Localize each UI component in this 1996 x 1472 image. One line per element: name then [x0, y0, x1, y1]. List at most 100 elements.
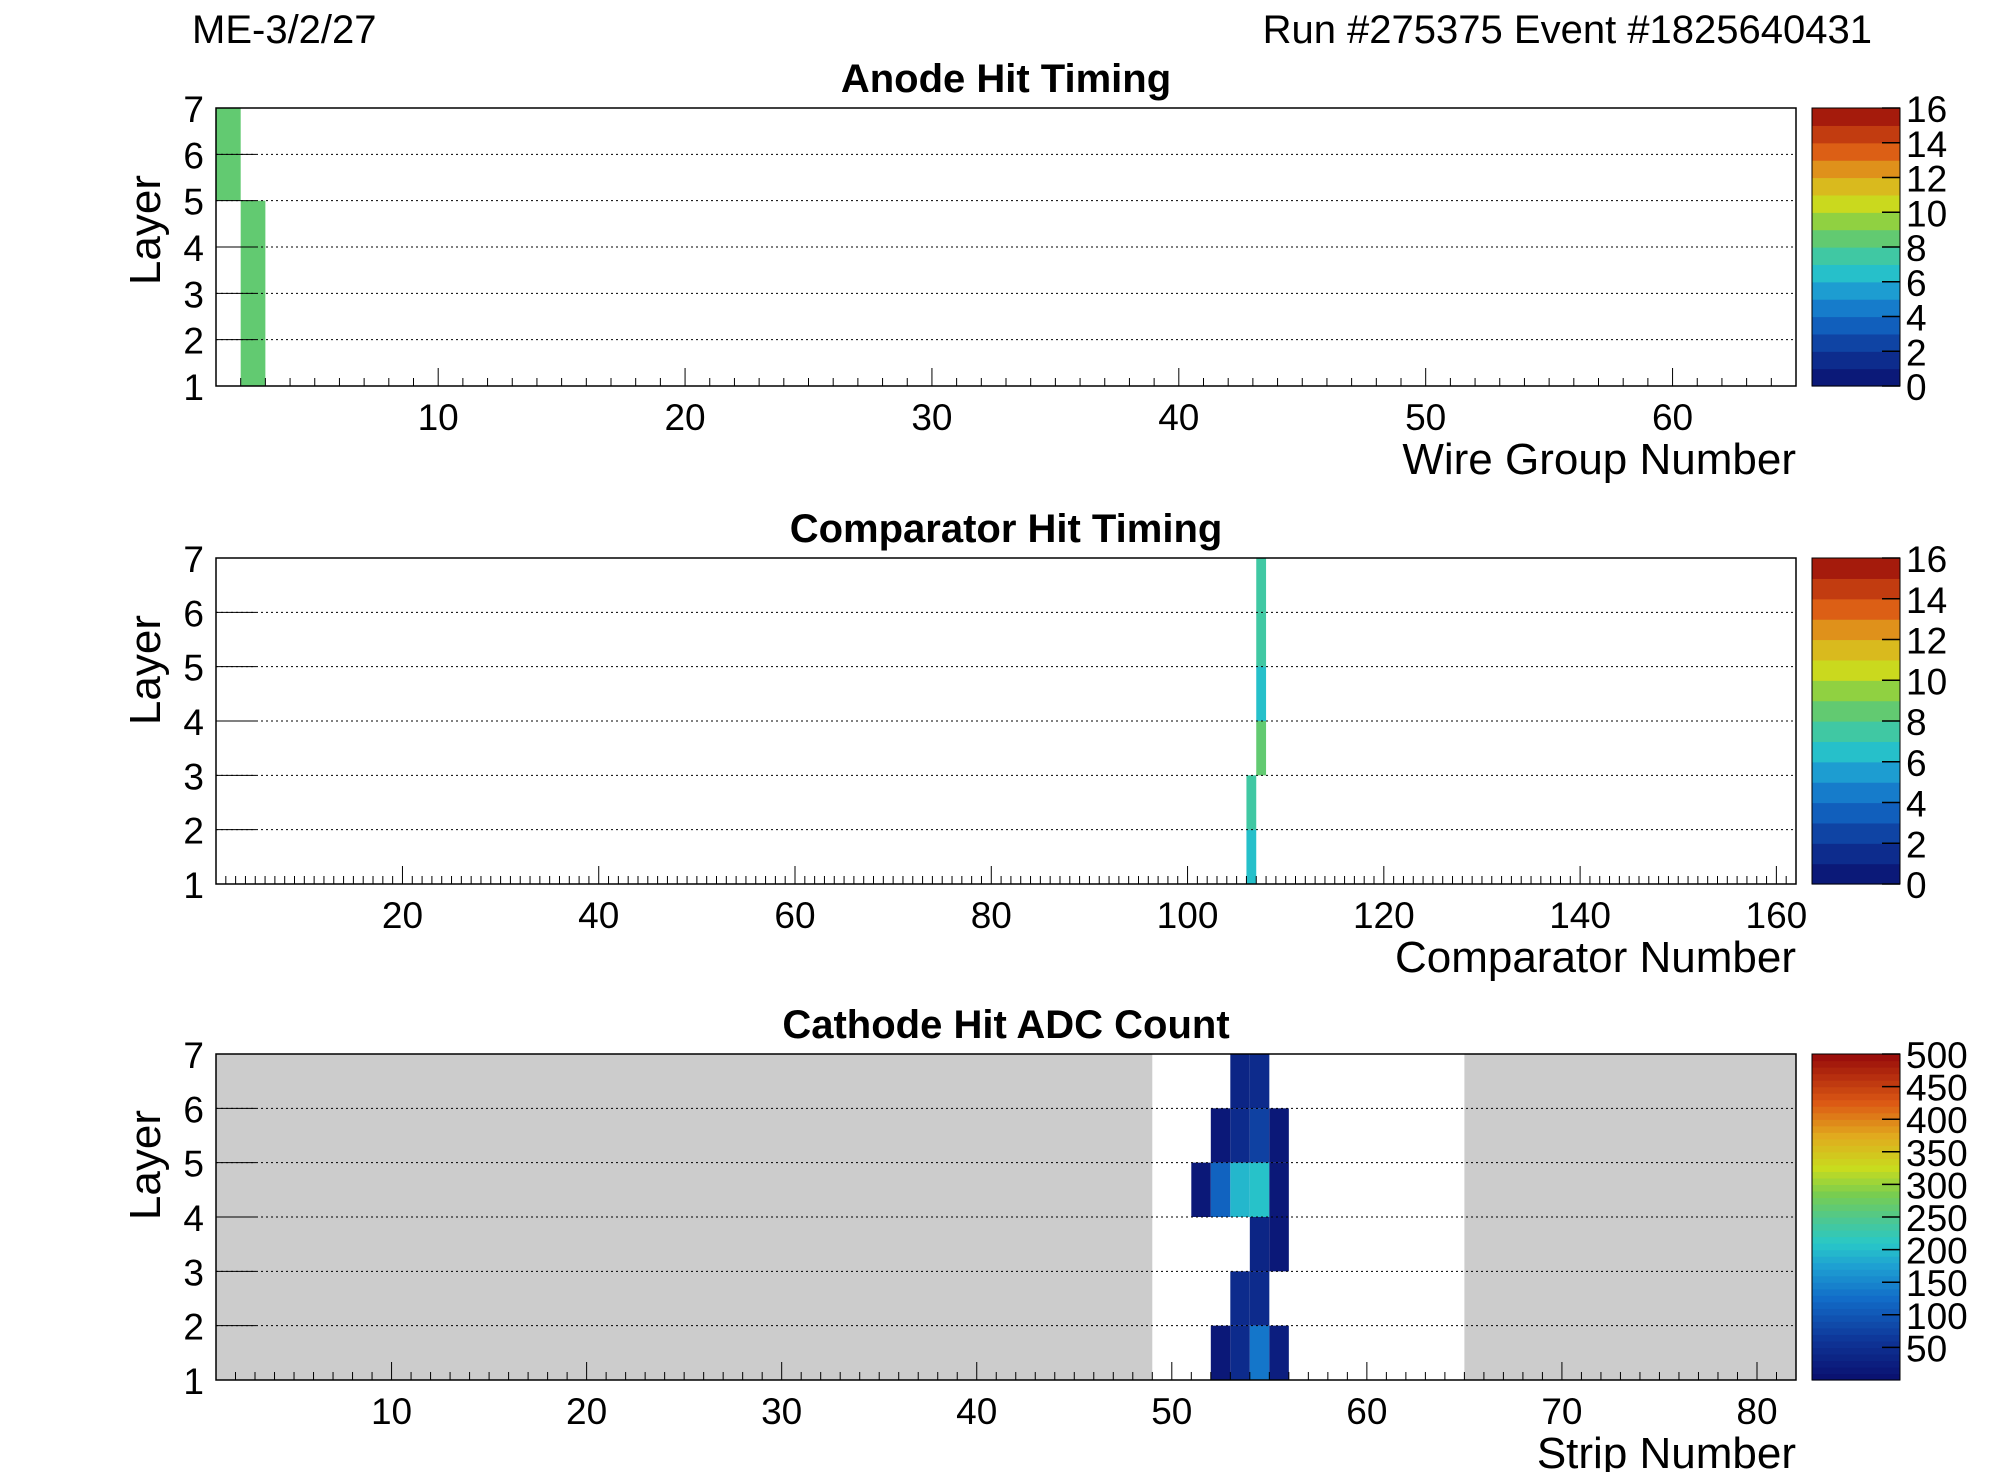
y-tick-label: 2: [183, 321, 204, 362]
x-tick-label: 80: [1736, 1391, 1777, 1432]
y-tick-label: 7: [183, 539, 204, 580]
palette-label: 8: [1906, 228, 1927, 269]
x-tick-label: 60: [774, 895, 815, 936]
palette-label: 350: [1906, 1133, 1968, 1174]
palette-band: [1812, 1334, 1900, 1342]
palette-band: [1812, 680, 1900, 702]
palette-band: [1812, 1099, 1900, 1107]
heatmap-cell: [1249, 1271, 1270, 1326]
palette-label: 500: [1906, 1035, 1968, 1076]
palette-band: [1812, 1151, 1900, 1159]
y-axis-label: Layer: [121, 1110, 170, 1220]
palette-band: [1812, 802, 1900, 824]
palette-band: [1812, 1158, 1900, 1166]
palette-band: [1812, 1138, 1900, 1146]
palette-band: [1812, 212, 1900, 231]
palette-band: [1812, 333, 1900, 352]
palette-band: [1812, 741, 1900, 763]
palette-label: 250: [1906, 1198, 1968, 1239]
y-tick-label: 5: [183, 182, 204, 223]
palette-band: [1812, 659, 1900, 681]
palette-label: 150: [1906, 1263, 1968, 1304]
y-tick-label: 6: [183, 1089, 204, 1130]
y-tick-label: 1: [183, 865, 204, 906]
x-tick-label: 140: [1549, 895, 1611, 936]
palette-band: [1812, 1119, 1900, 1127]
palette-band: [1812, 1230, 1900, 1238]
palette-band: [1812, 558, 1900, 579]
palette-band: [1812, 700, 1900, 722]
palette-band: [1812, 1080, 1900, 1088]
palette-band: [1812, 1249, 1900, 1257]
palette-band: [1812, 247, 1900, 265]
palette-band: [1812, 1360, 1900, 1368]
palette-band: [1812, 1353, 1900, 1362]
palette-band: [1812, 1295, 1900, 1303]
palette-band: [1812, 264, 1900, 283]
x-tick-label: 60: [1652, 397, 1693, 438]
heatmap-cell: [1269, 1108, 1289, 1163]
palette-band: [1812, 1093, 1900, 1101]
palette-band: [1812, 1106, 1900, 1114]
x-tick-label: 10: [418, 397, 459, 438]
palette-label: 12: [1906, 621, 1947, 662]
palette-band: [1812, 1373, 1900, 1381]
x-tick-label: 70: [1541, 1391, 1582, 1432]
x-tick-label: 100: [1157, 895, 1219, 936]
palette-band: [1812, 1217, 1900, 1225]
palette-band: [1812, 578, 1900, 600]
palette-band: [1812, 177, 1900, 196]
palette-band: [1812, 1256, 1900, 1264]
y-tick-label: 5: [183, 1144, 204, 1185]
palette-band: [1812, 194, 1900, 213]
palette-label: 2: [1906, 332, 1927, 373]
heatmap-cell: [1246, 775, 1257, 830]
palette-band: [1812, 761, 1900, 783]
palette-label: 6: [1906, 263, 1927, 304]
x-tick-label: 120: [1353, 895, 1415, 936]
y-axis-label: Layer: [121, 175, 170, 285]
palette-label: 300: [1906, 1165, 1968, 1206]
x-tick-label: 20: [382, 895, 423, 936]
palette-band: [1812, 1171, 1900, 1179]
x-tick-label: 60: [1346, 1391, 1387, 1432]
palette-band: [1812, 1314, 1900, 1322]
chamber-id: ME-3/2/27: [192, 8, 377, 52]
palette-band: [1812, 598, 1900, 620]
palette-band: [1812, 316, 1900, 335]
palette-label: 16: [1906, 89, 1947, 130]
palette-label: 16: [1906, 539, 1947, 580]
palette-band: [1812, 299, 1900, 318]
panel-2-title: Comparator Hit Timing: [790, 507, 1223, 551]
heatmap-cell: [1249, 1054, 1270, 1109]
palette-label: 4: [1906, 784, 1927, 825]
palette-label: 6: [1906, 743, 1927, 784]
y-tick-label: 6: [183, 593, 204, 634]
heatmap-cell: [1249, 1108, 1270, 1163]
palette-band: [1812, 1223, 1900, 1231]
x-axis-label: Wire Group Number: [1402, 435, 1796, 484]
palette-band: [1812, 1060, 1900, 1068]
palette-band: [1812, 1145, 1900, 1153]
palette-label: 14: [1906, 124, 1947, 165]
palette-band: [1812, 1269, 1900, 1277]
x-tick-label: 40: [578, 895, 619, 936]
palette-band: [1812, 721, 1900, 742]
heatmap-cell: [1249, 1217, 1270, 1272]
panel-3-title: Cathode Hit ADC Count: [782, 1003, 1229, 1047]
palette-band: [1812, 1210, 1900, 1218]
y-tick-label: 1: [183, 1361, 204, 1402]
palette-band: [1812, 229, 1900, 248]
palette-band: [1812, 351, 1900, 370]
palette-band: [1812, 1275, 1900, 1283]
heatmap-cell: [1256, 666, 1267, 721]
run-event-info: Run #275375 Event #1825640431: [1262, 8, 1872, 52]
palette-label: 100: [1906, 1296, 1968, 1337]
palette-label: 400: [1906, 1100, 1968, 1141]
y-tick-label: 4: [183, 702, 204, 743]
palette-band: [1812, 1327, 1900, 1335]
y-tick-label: 3: [183, 1252, 204, 1293]
heatmap-cell: [1191, 1162, 1211, 1217]
y-tick-label: 7: [183, 1035, 204, 1076]
heatmap-cell: [1230, 1271, 1250, 1326]
